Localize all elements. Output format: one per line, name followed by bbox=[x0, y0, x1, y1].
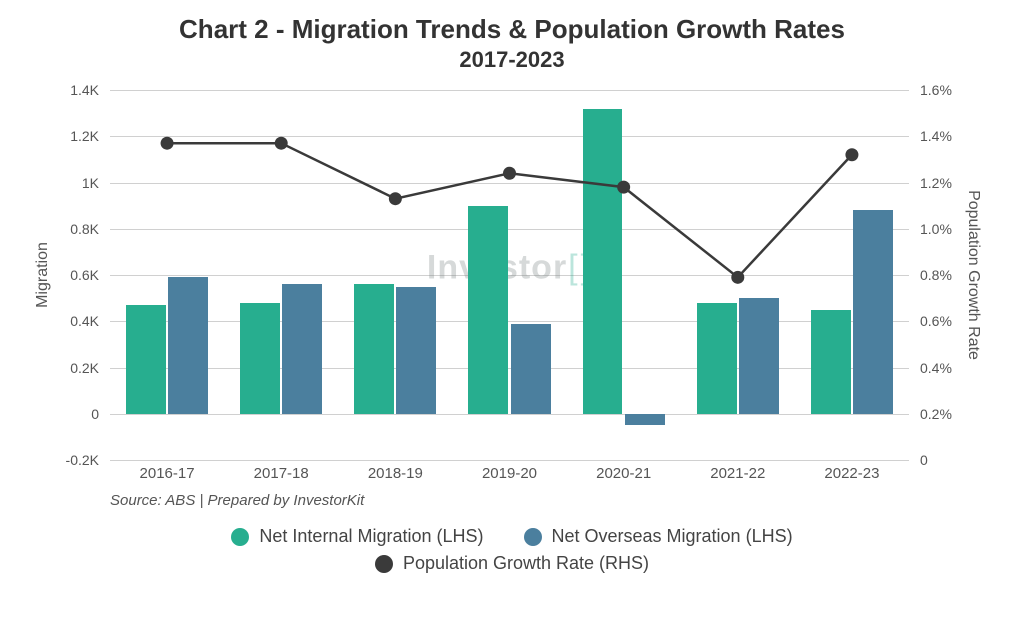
y2-axis-label: Population Growth Rate bbox=[964, 190, 982, 360]
chart-subtitle: 2017-2023 bbox=[0, 47, 1024, 73]
x-axis: 2016-17 2017-18 2018-19 2019-20 2020-21 2021-… bbox=[110, 465, 909, 489]
y1-tick-label: 0.8K bbox=[70, 221, 99, 237]
x-tick-label: 2019-20 bbox=[482, 465, 537, 482]
y2-tick-label: 1.4% bbox=[920, 128, 952, 144]
growth-marker bbox=[617, 181, 630, 194]
y1-tick-label: 1.2K bbox=[70, 128, 99, 144]
line-layer bbox=[110, 90, 909, 460]
x-tick-label: 2016-17 bbox=[140, 465, 195, 482]
y1-axis-label-wrap: Migration bbox=[30, 90, 50, 460]
legend-row-1: Net Internal Migration (LHS) Net Oversea… bbox=[0, 526, 1024, 547]
chart-container: Chart 2 - Migration Trends & Population … bbox=[0, 0, 1024, 630]
y1-tick-label: 0.2K bbox=[70, 360, 99, 376]
y1-axis-label: Migration bbox=[34, 242, 52, 308]
legend-label-internal: Net Internal Migration (LHS) bbox=[259, 526, 483, 547]
plot-area: Migration Population Growth Rate -0.2K00… bbox=[30, 90, 994, 460]
y2-axis-label-wrap: Population Growth Rate bbox=[974, 90, 994, 460]
y2-ticks: 00.2%0.4%0.6%0.8%1.0%1.2%1.4%1.6% bbox=[914, 90, 964, 460]
grid-line bbox=[110, 460, 909, 461]
y1-tick-label: 0.4K bbox=[70, 313, 99, 329]
growth-marker bbox=[389, 192, 402, 205]
y2-tick-label: 0 bbox=[920, 452, 928, 468]
legend-item-internal: Net Internal Migration (LHS) bbox=[231, 526, 483, 547]
growth-marker bbox=[275, 137, 288, 150]
y2-tick-label: 0.2% bbox=[920, 406, 952, 422]
x-tick-label: 2017-18 bbox=[254, 465, 309, 482]
y2-tick-label: 0.8% bbox=[920, 267, 952, 283]
y2-tick-label: 1.2% bbox=[920, 175, 952, 191]
y1-ticks: -0.2K00.2K0.4K0.6K0.8K1K1.2K1.4K bbox=[60, 90, 105, 460]
y2-tick-label: 1.6% bbox=[920, 82, 952, 98]
y1-tick-label: 0.6K bbox=[70, 267, 99, 283]
legend-label-growth: Population Growth Rate (RHS) bbox=[403, 553, 649, 574]
y1-tick-label: -0.2K bbox=[66, 452, 99, 468]
x-tick-label: 2022-23 bbox=[824, 465, 879, 482]
legend-item-overseas: Net Overseas Migration (LHS) bbox=[524, 526, 793, 547]
x-tick-label: 2018-19 bbox=[368, 465, 423, 482]
growth-marker bbox=[731, 271, 744, 284]
legend: Net Internal Migration (LHS) Net Oversea… bbox=[0, 520, 1024, 574]
y1-tick-label: 1K bbox=[82, 175, 99, 191]
plot: Investor[Kit] bbox=[110, 90, 909, 460]
y1-tick-label: 1.4K bbox=[70, 82, 99, 98]
y1-tick-label: 0 bbox=[91, 406, 99, 422]
legend-item-growth: Population Growth Rate (RHS) bbox=[375, 553, 649, 574]
legend-label-overseas: Net Overseas Migration (LHS) bbox=[552, 526, 793, 547]
x-tick-label: 2021-22 bbox=[710, 465, 765, 482]
growth-marker bbox=[845, 148, 858, 161]
growth-line bbox=[167, 143, 852, 277]
y2-tick-label: 0.4% bbox=[920, 360, 952, 376]
legend-swatch-overseas bbox=[524, 528, 542, 546]
legend-row-2: Population Growth Rate (RHS) bbox=[0, 553, 1024, 574]
y2-tick-label: 0.6% bbox=[920, 313, 952, 329]
y2-tick-label: 1.0% bbox=[920, 221, 952, 237]
source-note: Source: ABS | Prepared by InvestorKit bbox=[110, 492, 364, 509]
chart-title: Chart 2 - Migration Trends & Population … bbox=[0, 0, 1024, 45]
growth-marker bbox=[503, 167, 516, 180]
legend-swatch-growth bbox=[375, 555, 393, 573]
legend-swatch-internal bbox=[231, 528, 249, 546]
growth-marker bbox=[161, 137, 174, 150]
x-tick-label: 2020-21 bbox=[596, 465, 651, 482]
